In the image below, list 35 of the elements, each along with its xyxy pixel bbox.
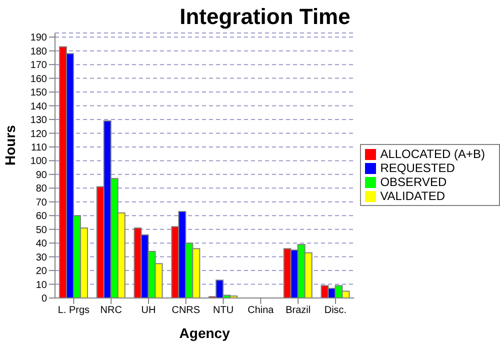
y-tick-label: 170 <box>30 60 48 72</box>
y-axis-title: Hours <box>2 124 18 166</box>
y-tick-label: 80 <box>36 184 48 195</box>
y-tick-label: 110 <box>31 142 48 154</box>
legend-label: ALLOCATED (A+B) <box>380 147 485 161</box>
chart-title: Integration Time <box>178 4 352 30</box>
y-tick-label: 140 <box>30 101 48 112</box>
x-tick-label: Brazil <box>286 305 311 316</box>
x-tick-label: NTU <box>213 305 234 316</box>
x-tick-label: CNRS <box>172 305 200 316</box>
x-tick-label: L. Prgs <box>58 305 90 316</box>
y-tick-label: 100 <box>30 156 48 168</box>
legend-label: REQUESTED <box>380 161 455 175</box>
y-tick-label: 50 <box>36 224 48 236</box>
x-tick-label: NRC <box>100 305 122 316</box>
y-tick-label: 60 <box>36 211 48 222</box>
y-tick-label: 40 <box>36 238 48 250</box>
y-tick-label: 130 <box>30 115 48 126</box>
y-tick-label: 70 <box>36 197 48 208</box>
y-tick-label: 160 <box>30 74 48 85</box>
x-tick-label: UH <box>141 305 156 316</box>
y-tick-label: 20 <box>36 266 48 278</box>
x-tick-label: Disc. <box>324 305 347 316</box>
y-tick-label: 30 <box>36 252 48 264</box>
x-tick-label: China <box>248 305 274 316</box>
y-tick-label: 180 <box>30 46 48 58</box>
x-axis-title: Agency <box>179 325 230 341</box>
legend-label: OBSERVED <box>380 175 447 189</box>
y-tick-label: 190 <box>30 32 48 44</box>
legend-label: VALIDATED <box>380 189 446 203</box>
y-tick-label: 120 <box>30 128 48 140</box>
y-tick-label: 150 <box>30 88 48 99</box>
y-tick-label: 10 <box>36 280 48 291</box>
y-tick-label: 0 <box>41 294 48 305</box>
y-tick-label: 90 <box>36 170 48 181</box>
